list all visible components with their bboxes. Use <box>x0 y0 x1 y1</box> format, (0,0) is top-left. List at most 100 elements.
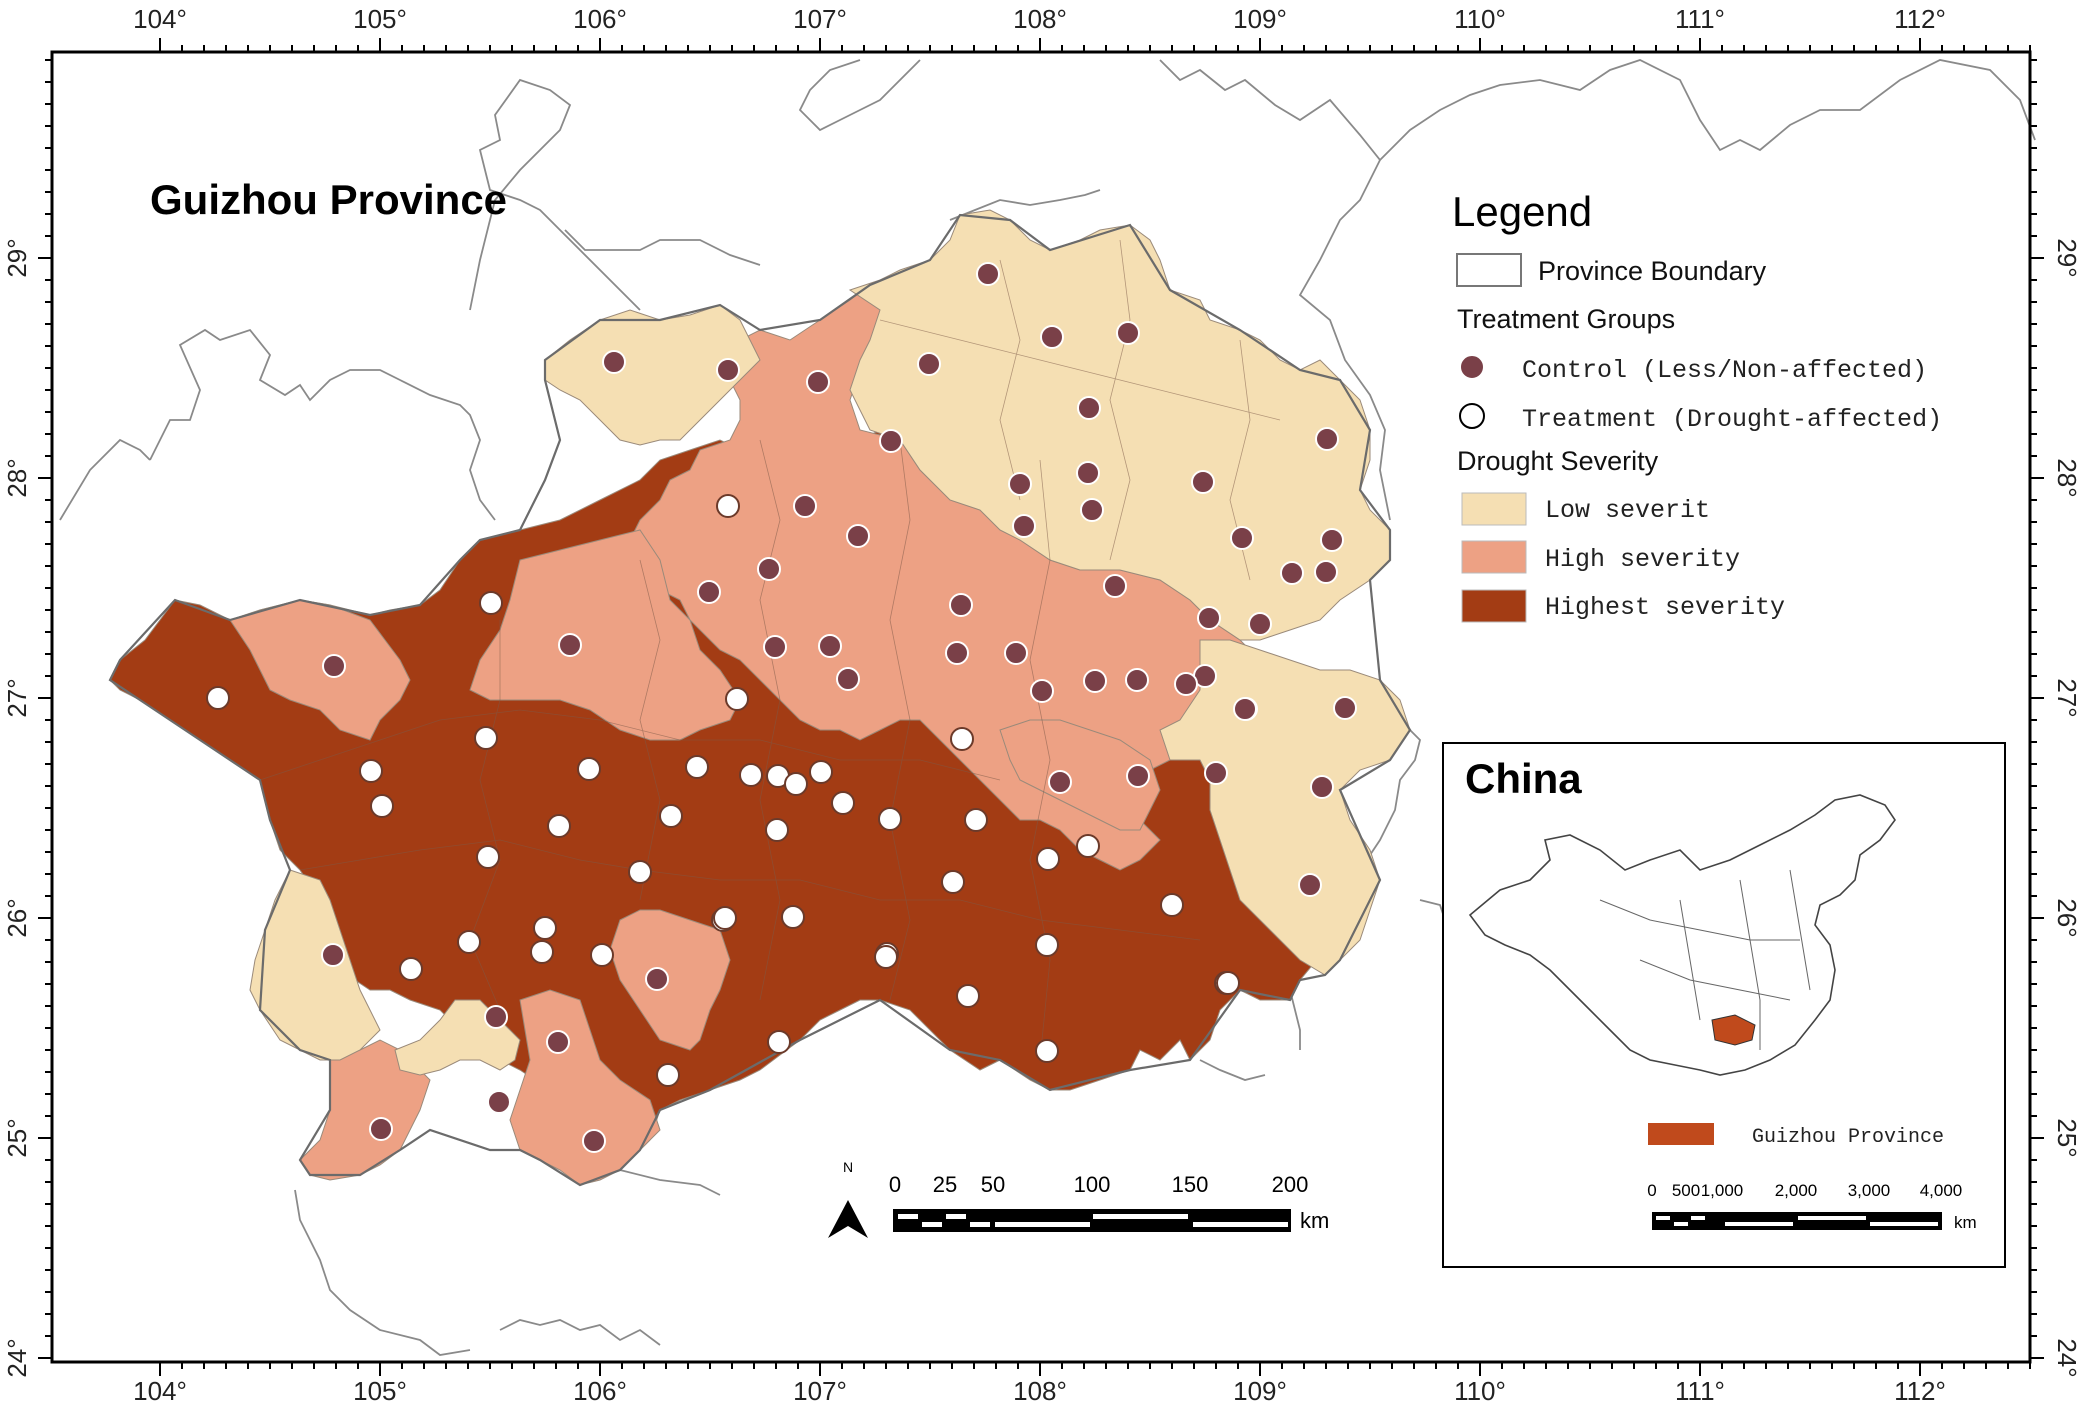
control-point <box>1333 696 1357 720</box>
lon-label-top: 109° <box>1233 4 1287 34</box>
lon-label-bottom: 110° <box>1454 1376 1506 1406</box>
lon-label-top: 104° <box>133 4 187 34</box>
inset-title: China <box>1465 755 1582 802</box>
treatment-point <box>878 807 902 831</box>
inset-frame <box>1442 742 2006 1268</box>
legend-province-boundary-swatch <box>1456 253 1522 287</box>
treatment-point <box>533 916 557 940</box>
legend-treatment-dot <box>1459 403 1485 429</box>
treatment-point <box>1216 971 1240 995</box>
control-point <box>1280 561 1304 585</box>
inset-map: China Guizhou Province 0 500 1,000 2,000… <box>1442 742 2006 1268</box>
control-point <box>818 634 842 658</box>
treatment-point <box>1035 933 1059 957</box>
control-point <box>1004 641 1028 665</box>
longitude-labels-bottom: 104° 105° 106° 107° 108° 109° 110° 111° … <box>133 1376 1946 1406</box>
treatment-point <box>1160 893 1184 917</box>
treatment-point <box>956 984 980 1008</box>
control-point <box>484 1005 508 1029</box>
guizhou-outline <box>108 213 1412 1187</box>
treatment-point <box>725 687 749 711</box>
control-point <box>1230 526 1254 550</box>
control-point <box>976 262 1000 286</box>
lon-label-bottom: 111° <box>1675 1376 1725 1406</box>
control-point <box>697 580 721 604</box>
inset-scale-0: 0 <box>1647 1181 1656 1200</box>
lat-label-left: 27° <box>2 678 32 717</box>
control-point <box>1103 574 1127 598</box>
map-title: Guizhou Province <box>150 176 507 223</box>
lat-label-right: 27° <box>2052 678 2080 717</box>
region-high-severity-south-mid <box>609 909 731 1051</box>
control-point <box>321 943 345 967</box>
control-point <box>1048 770 1072 794</box>
treatment-point <box>874 945 898 969</box>
treatment-point <box>941 870 965 894</box>
treatment-point <box>206 686 230 710</box>
lon-label-top: 107° <box>793 4 847 34</box>
legend-low-label: Low severit <box>1545 496 1710 525</box>
lat-label-right: 28° <box>2052 458 2080 497</box>
treatment-point <box>370 794 394 818</box>
north-label: N <box>843 1159 853 1175</box>
inset-guizhou <box>1711 1014 1756 1046</box>
scale-label-100: 100 <box>1074 1172 1111 1197</box>
control-point <box>369 1117 393 1141</box>
latitude-labels-right: 29° 28° 27° 26° 25° 24° <box>2052 238 2080 1377</box>
control-point <box>1125 668 1149 692</box>
control-point <box>1233 697 1257 721</box>
control-point <box>1197 606 1221 630</box>
control-point <box>1008 472 1032 496</box>
control-point <box>487 1090 511 1114</box>
control-point <box>1076 461 1100 485</box>
control-point <box>1310 775 1334 799</box>
lat-label-right: 25° <box>2052 1118 2080 1157</box>
control-point <box>546 1030 570 1054</box>
inset-scale-3000: 3,000 <box>1848 1181 1891 1200</box>
lon-label-bottom: 104° <box>133 1376 187 1406</box>
treatment-point <box>1076 834 1100 858</box>
control-point <box>1248 612 1272 636</box>
region-low-severity-west <box>249 869 381 1061</box>
lat-label-right: 26° <box>2052 898 2080 937</box>
lon-label-top: 112° <box>1894 4 1946 34</box>
treatment-point <box>765 818 789 842</box>
lon-label-bottom: 108° <box>1013 1376 1067 1406</box>
lon-label-top: 105° <box>353 4 407 34</box>
china-internal-lines <box>1599 869 1811 1050</box>
region-high-severity-west <box>229 599 411 741</box>
treatment-point <box>547 814 571 838</box>
lat-label-left: 28° <box>2 458 32 497</box>
control-point <box>1298 873 1322 897</box>
china-outline <box>1468 794 1896 1076</box>
lon-label-bottom: 109° <box>1233 1376 1287 1406</box>
legend-control-label: Control (Less/Non-affected) <box>1522 356 1927 385</box>
control-point <box>1077 396 1101 420</box>
lat-label-left: 24° <box>2 1338 32 1377</box>
lon-label-top: 111° <box>1675 4 1725 34</box>
legend-high-label: High severity <box>1545 545 1740 574</box>
treatment-point <box>590 943 614 967</box>
legend-highest-label: Highest severity <box>1545 593 1785 622</box>
lat-label-left: 26° <box>2 898 32 937</box>
inset-scale-2000: 2,000 <box>1775 1181 1818 1200</box>
treatment-point <box>474 726 498 750</box>
lat-label-right: 29° <box>2052 238 2080 277</box>
control-point <box>1204 761 1228 785</box>
treatment-point <box>659 804 683 828</box>
treatment-point <box>577 757 601 781</box>
control-point <box>1174 672 1198 696</box>
control-point <box>1320 528 1344 552</box>
scale-bar: N 0 25 50 100 150 200 km <box>828 1159 1329 1238</box>
legend-low-swatch <box>1461 492 1527 526</box>
treatment-point <box>457 930 481 954</box>
treatment-point <box>656 1063 680 1087</box>
scale-unit: km <box>1300 1208 1329 1233</box>
lon-label-bottom: 105° <box>353 1376 407 1406</box>
treatment-point <box>530 940 554 964</box>
county-points <box>206 262 1357 1153</box>
treatment-point <box>784 772 808 796</box>
treatment-point <box>476 845 500 869</box>
control-point <box>602 350 626 374</box>
control-point <box>582 1129 606 1153</box>
